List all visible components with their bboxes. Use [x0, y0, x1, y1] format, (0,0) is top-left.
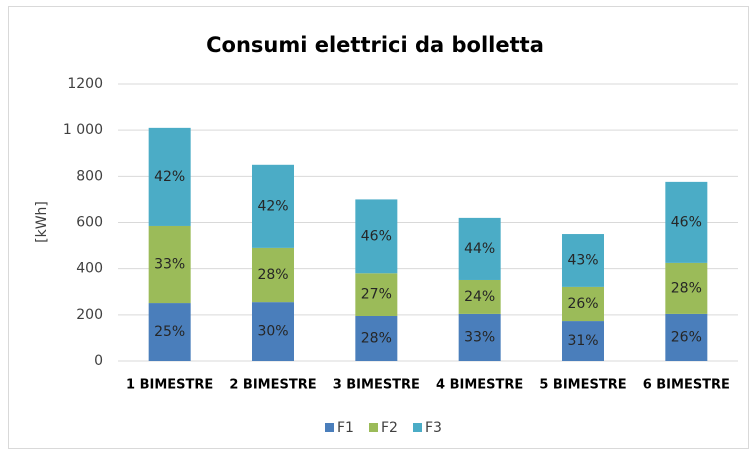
- data-label: 30%: [257, 324, 288, 340]
- data-label: 33%: [464, 329, 495, 345]
- x-tick-label: 2 BIMESTRE: [229, 378, 316, 393]
- chart-title: Consumi elettrici da bolletta: [206, 33, 544, 57]
- y-tick-label: 1 000: [63, 122, 103, 138]
- bar-segment: [355, 273, 398, 316]
- bar-segment: [665, 262, 708, 314]
- bar-segment: [458, 313, 501, 361]
- data-label: 26%: [567, 296, 598, 312]
- data-label: 44%: [464, 241, 495, 257]
- data-label: 46%: [361, 228, 392, 244]
- legend-swatch: [369, 423, 378, 432]
- data-label: 43%: [567, 252, 598, 268]
- data-label: 28%: [361, 330, 392, 346]
- bar-segment: [355, 199, 398, 274]
- data-label: 27%: [361, 287, 392, 303]
- legend-swatch: [413, 423, 422, 432]
- data-label: 25%: [154, 324, 185, 340]
- bar-segment: [562, 234, 604, 287]
- legend-swatch: [325, 423, 334, 432]
- data-label: 28%: [257, 267, 288, 283]
- y-tick-label: 800: [76, 168, 103, 184]
- bar-segment: [562, 286, 604, 322]
- data-label: 28%: [671, 280, 702, 296]
- x-tick-label: 4 BIMESTRE: [436, 378, 523, 393]
- data-label: 24%: [464, 289, 495, 305]
- bar-segment: [252, 164, 294, 248]
- bar-segment: [458, 279, 501, 314]
- data-label: 42%: [154, 169, 185, 185]
- y-tick-label: 200: [76, 307, 103, 323]
- legend-label: F1: [337, 420, 354, 436]
- data-label: 31%: [567, 333, 598, 349]
- bar-segment: [148, 127, 191, 226]
- bar-segment: [665, 313, 708, 361]
- x-tick-label: 3 BIMESTRE: [333, 378, 420, 393]
- y-tick-label: 1200: [67, 76, 103, 92]
- bar-segment: [252, 247, 294, 303]
- bar-segment: [562, 321, 604, 361]
- legend-label: F2: [381, 420, 398, 436]
- y-tick-label: 600: [76, 215, 103, 231]
- y-tick-label: 0: [94, 353, 103, 369]
- y-axis-label: [kWh]: [34, 201, 50, 243]
- bar-segment: [458, 217, 501, 280]
- bar-segment: [355, 315, 398, 361]
- bar-segment: [148, 225, 191, 304]
- x-tick-label: 5 BIMESTRE: [539, 378, 626, 393]
- bar-segment: [148, 303, 191, 361]
- x-tick-label: 6 BIMESTRE: [643, 378, 730, 393]
- data-label: 46%: [671, 214, 702, 230]
- x-tick-label: 1 BIMESTRE: [126, 378, 213, 393]
- y-tick-label: 400: [76, 261, 103, 277]
- legend-label: F3: [425, 420, 442, 436]
- bar-segment: [252, 302, 294, 361]
- bar-segment: [665, 181, 708, 263]
- data-label: 42%: [257, 198, 288, 214]
- data-label: 33%: [154, 257, 185, 273]
- data-label: 26%: [671, 329, 702, 345]
